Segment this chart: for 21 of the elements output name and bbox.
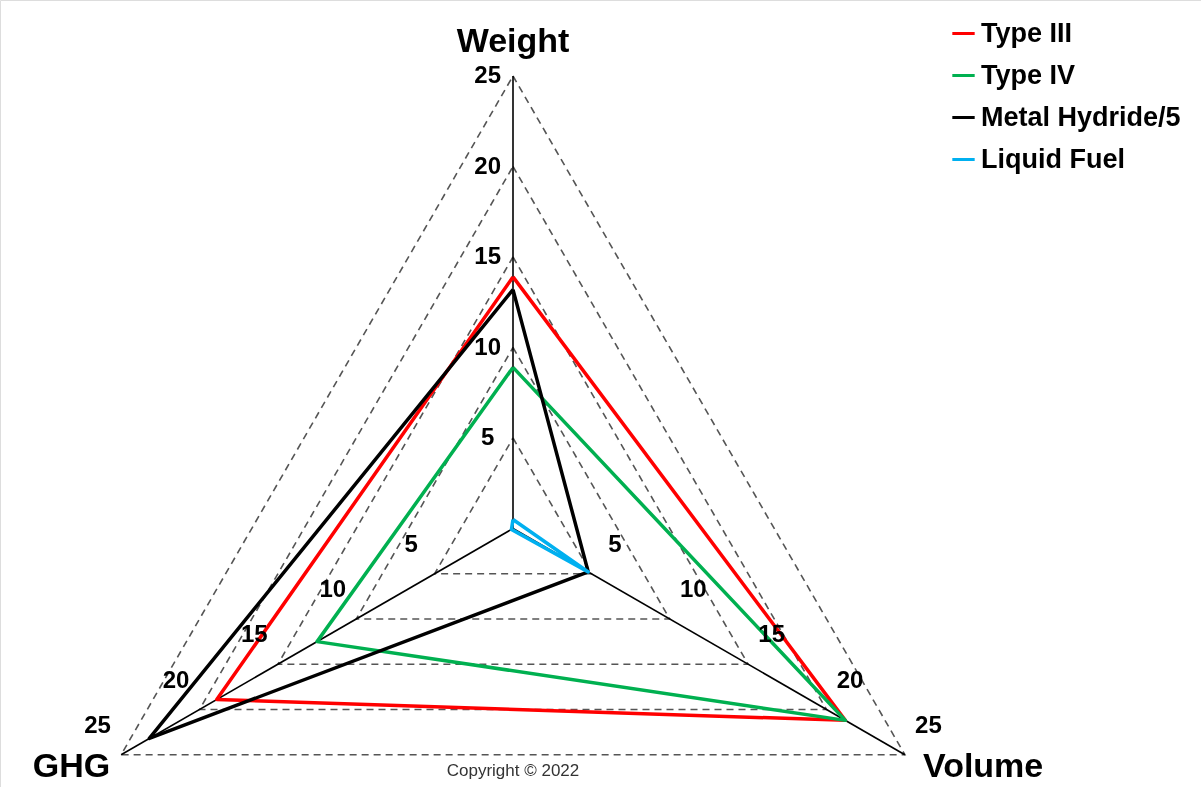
- y-tick-label: 20: [836, 665, 864, 693]
- y-tick-label: 25: [84, 710, 111, 738]
- y-tick-label: 20: [474, 151, 502, 179]
- y-tick-label: 20: [162, 665, 190, 693]
- legend-label: Liquid Fuel: [981, 143, 1125, 174]
- y-tick-label: 15: [474, 242, 502, 269]
- y-tick-label: 10: [319, 575, 347, 603]
- spoke-label: Weight: [456, 20, 570, 59]
- spoke-label: Volume: [922, 746, 1044, 785]
- legend-label: Type III: [981, 17, 1073, 48]
- y-tick-label: 5: [404, 529, 418, 557]
- legend-label: Type IV: [981, 59, 1076, 90]
- y-tick-label: 25: [915, 710, 942, 738]
- y-tick-label: 25: [474, 61, 502, 88]
- y-tick-label: 5: [608, 529, 622, 557]
- y-tick-label: 10: [679, 575, 707, 603]
- legend-label: Metal Hydride/5: [981, 101, 1181, 132]
- y-tick-label: 5: [480, 423, 495, 450]
- spoke-label: GHG: [32, 746, 111, 785]
- text: Copyright © 2022: [446, 760, 580, 780]
- y-tick-label: 10: [474, 332, 502, 360]
